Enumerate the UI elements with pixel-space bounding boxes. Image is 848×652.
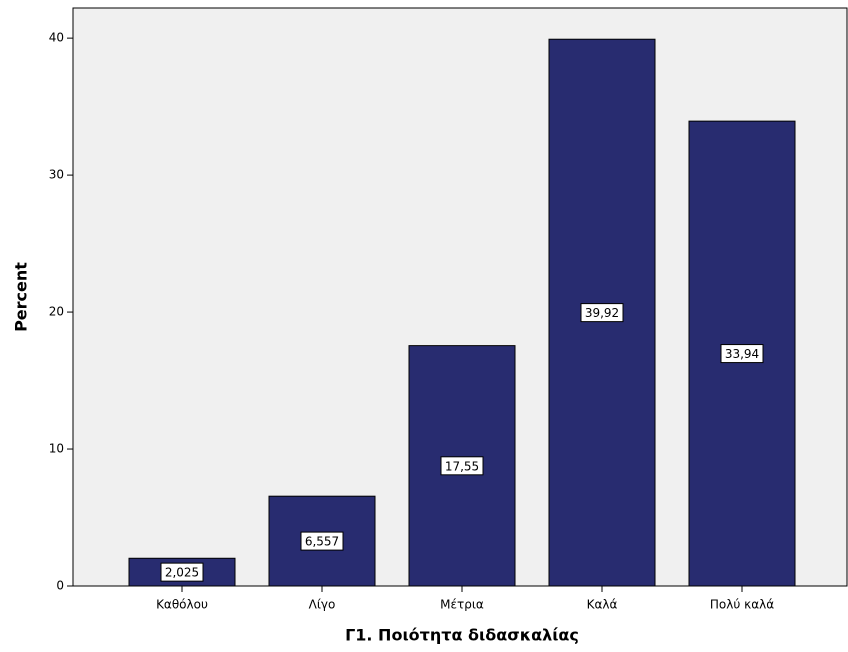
x-axis-title: Γ1. Ποιότητα διδασκαλίας xyxy=(345,626,579,645)
value-label-box xyxy=(720,344,764,364)
y-tick-label: 20 xyxy=(49,305,64,319)
x-tick-label: Πολύ καλά xyxy=(710,598,774,612)
x-tick-label: Καθόλου xyxy=(156,598,208,612)
y-tick-label: 40 xyxy=(49,31,64,45)
y-tick-label: 30 xyxy=(49,168,64,182)
value-label-box xyxy=(300,531,344,551)
value-label: 39,92 xyxy=(585,306,619,320)
value-label-box xyxy=(440,456,484,476)
y-tick-label: 10 xyxy=(49,442,64,456)
value-label: 17,55 xyxy=(445,459,479,473)
value-label: 2,025 xyxy=(165,566,199,580)
y-tick-label: 0 xyxy=(56,579,64,593)
x-tick-label: Μέτρια xyxy=(440,598,484,612)
x-tick-label: Λίγο xyxy=(309,598,336,612)
value-label-box xyxy=(580,303,624,323)
value-label: 6,557 xyxy=(305,535,339,549)
value-label: 33,94 xyxy=(725,347,759,361)
y-axis-title: Percent xyxy=(12,262,31,332)
x-tick-label: Καλά xyxy=(587,598,618,612)
value-label-box xyxy=(160,562,204,582)
